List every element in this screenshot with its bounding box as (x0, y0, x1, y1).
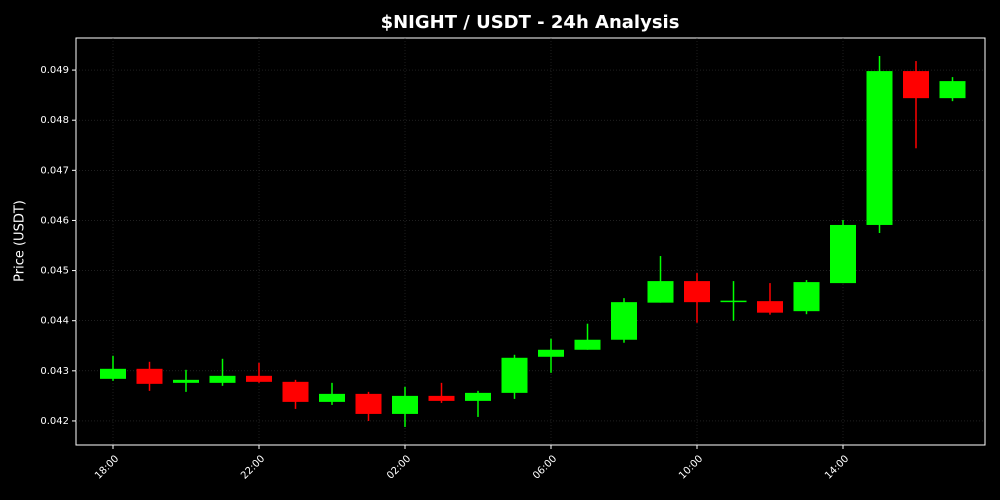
candle-body (136, 368, 163, 384)
candle-body (428, 395, 455, 401)
candle-body (903, 71, 929, 99)
y-tick-label: 0.043 (40, 366, 69, 377)
candle-body (282, 381, 309, 402)
candle-body (501, 357, 528, 393)
x-tick-label: 14:00 (823, 453, 851, 481)
x-tick-label: 10:00 (677, 453, 705, 481)
candle-body (720, 300, 747, 303)
y-tick-label: 0.044 (40, 316, 69, 327)
candle-body (465, 392, 491, 401)
x-tick-label: 02:00 (385, 453, 413, 481)
y-tick-label: 0.049 (40, 65, 69, 76)
candle-body (355, 393, 382, 414)
candle-body (793, 282, 820, 312)
candle-body (647, 281, 674, 303)
candle-body (866, 71, 893, 225)
candle-body (392, 395, 418, 414)
y-tick-label: 0.048 (40, 115, 69, 126)
candle-body (209, 375, 236, 383)
candle-body (939, 81, 966, 99)
candle-body (574, 339, 601, 350)
y-axis-label: Price (USDT) (13, 200, 28, 282)
y-tick-label: 0.042 (40, 416, 69, 427)
candle-body (611, 302, 637, 340)
x-tick-label: 06:00 (531, 453, 559, 481)
x-tick-label: 18:00 (93, 453, 121, 481)
candle-body (100, 368, 126, 379)
candle-body (538, 349, 564, 357)
chart-title: $NIGHT / USDT - 24h Analysis (381, 12, 680, 33)
candle-body (319, 393, 345, 402)
candle-body (684, 281, 710, 303)
x-tick-label: 22:00 (239, 453, 267, 481)
y-tick-label: 0.047 (40, 165, 69, 176)
candle-body (173, 379, 199, 383)
y-tick-label: 0.045 (40, 266, 69, 277)
candle-body (830, 224, 856, 284)
candle-body (246, 375, 272, 382)
candle-body (757, 301, 783, 313)
y-tick-label: 0.046 (40, 215, 69, 226)
